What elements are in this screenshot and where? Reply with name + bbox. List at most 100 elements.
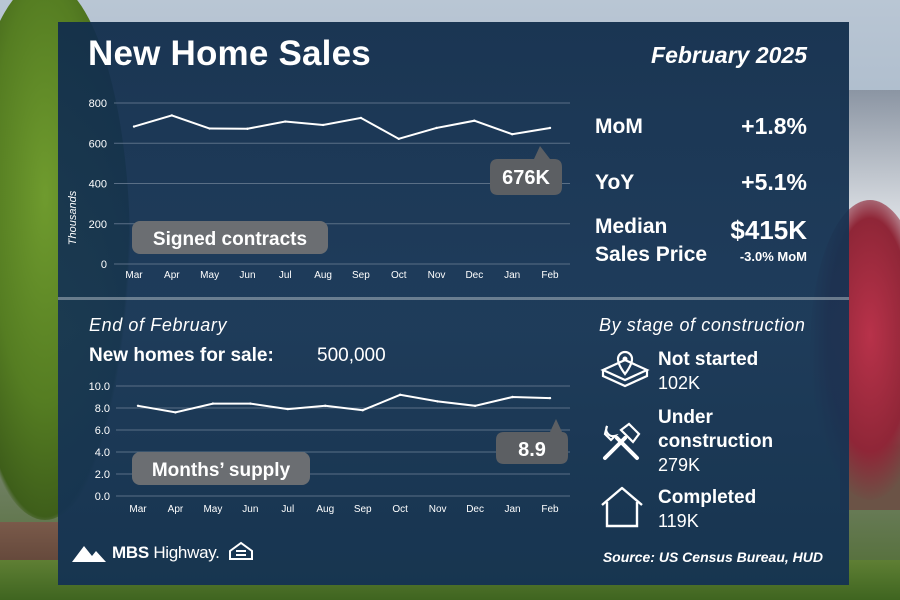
sales-xtick-label: Apr bbox=[164, 270, 180, 281]
sales-xtick-label: Nov bbox=[428, 270, 446, 281]
location-pin-icon bbox=[600, 350, 650, 388]
supply-ytick-label: 0.0 bbox=[95, 491, 110, 503]
stage-under-construction-line2: construction bbox=[658, 431, 774, 452]
supply-xtick-label: Jun bbox=[242, 504, 258, 515]
sales-xtick-label: Jun bbox=[239, 270, 255, 281]
sales-data-point bbox=[132, 125, 136, 128]
median-price-value: $415K bbox=[730, 215, 807, 245]
sales-line-chart: 0 200 400 600 800 Mar Apr May Jun Jul Aug Sep Oct No… bbox=[67, 98, 570, 281]
sales-chart-ylabel: Thousands bbox=[67, 190, 79, 245]
source-note: Source: US Census Bureau, HUD bbox=[602, 549, 823, 565]
median-label-line2: Sales Price bbox=[595, 243, 708, 266]
supply-chart-xticks: Mar Apr May Jun Jul Aug Sep Oct Nov Dec Jan Feb bbox=[129, 504, 559, 515]
supply-data-point bbox=[398, 393, 402, 396]
tools-icon bbox=[603, 422, 641, 460]
mbs-highway-logo: MBS Highway. bbox=[72, 543, 220, 563]
signed-contracts-label: Signed contracts bbox=[132, 221, 328, 254]
mom-label: MoM bbox=[595, 115, 643, 138]
supply-ytick-label: 8.0 bbox=[95, 403, 110, 415]
inventory-value: 500,000 bbox=[317, 345, 386, 366]
supply-xtick-label: Jan bbox=[504, 504, 520, 515]
sales-data-point bbox=[510, 132, 514, 136]
sales-data-point bbox=[397, 137, 400, 141]
stage-not-started-name: Not started bbox=[658, 349, 759, 370]
supply-ytick-label: 10.0 bbox=[89, 381, 110, 393]
sales-data-point bbox=[473, 119, 476, 122]
sales-data-point bbox=[359, 116, 363, 120]
supply-series-line bbox=[137, 393, 551, 414]
sales-xtick-label: Dec bbox=[465, 270, 483, 281]
supply-data-point bbox=[211, 402, 215, 405]
sales-data-point bbox=[208, 127, 211, 130]
sales-chart-xticks: Mar Apr May Jun Jul Aug Sep Oct Nov Dec Jan Feb bbox=[125, 270, 559, 281]
infographic-panel: New Home Sales February 2025 0 200 400 600 8… bbox=[58, 22, 849, 585]
supply-xtick-label: Jul bbox=[281, 504, 294, 515]
supply-data-point bbox=[473, 404, 477, 407]
sales-xtick-label: Sep bbox=[352, 270, 370, 281]
sales-callout: 676K bbox=[490, 146, 562, 195]
supply-ytick-label: 6.0 bbox=[95, 425, 110, 437]
stage-completed-name: Completed bbox=[658, 487, 757, 508]
supply-xtick-label: Aug bbox=[316, 504, 334, 515]
supply-ytick-label: 4.0 bbox=[95, 447, 110, 459]
sales-data-point bbox=[246, 127, 249, 130]
sales-data-point bbox=[548, 126, 552, 130]
mom-value: +1.8% bbox=[741, 113, 807, 139]
sales-ytick-label: 400 bbox=[89, 179, 107, 191]
stage-completed-value: 119K bbox=[658, 511, 699, 531]
sales-ytick-label: 0 bbox=[101, 259, 107, 271]
months-supply-label-text: Months’ supply bbox=[152, 460, 291, 481]
supply-xtick-label: Nov bbox=[429, 504, 447, 515]
supply-xtick-label: May bbox=[203, 504, 222, 515]
supply-data-point bbox=[174, 411, 177, 414]
equal-housing-icon bbox=[229, 541, 253, 560]
sales-xtick-label: Jan bbox=[504, 270, 520, 281]
sales-series-line bbox=[133, 114, 551, 140]
sales-ytick-label: 800 bbox=[89, 98, 107, 110]
sales-chart-yticks: 0 200 400 600 800 bbox=[89, 98, 107, 271]
supply-data-point bbox=[249, 402, 252, 405]
sales-xtick-label: Aug bbox=[314, 270, 332, 281]
stage-under-construction-line1: Under bbox=[658, 407, 713, 428]
page-title: New Home Sales bbox=[88, 34, 371, 73]
mountain-logo-icon bbox=[72, 546, 106, 562]
supply-data-point bbox=[361, 409, 364, 412]
months-supply-label: Months’ supply bbox=[132, 452, 310, 485]
supply-data-point bbox=[286, 407, 290, 411]
sales-xtick-label: Jul bbox=[279, 270, 292, 281]
sales-callout-text: 676K bbox=[502, 167, 550, 189]
supply-data-point bbox=[436, 400, 439, 403]
logo-bold-text: MBS bbox=[112, 543, 149, 562]
supply-xtick-label: Dec bbox=[466, 504, 484, 515]
supply-line-chart: 0.0 2.0 4.0 6.0 8.0 10.0 Mar Apr May Jun Jul Aug Se… bbox=[89, 381, 570, 515]
sales-data-point bbox=[321, 123, 325, 127]
sales-data-point bbox=[435, 126, 438, 130]
yoy-label: YoY bbox=[595, 171, 635, 194]
supply-data-point bbox=[548, 396, 552, 400]
sales-chart-grid bbox=[114, 102, 570, 265]
stage-not-started-value: 102K bbox=[658, 373, 701, 393]
supply-xtick-label: Apr bbox=[168, 504, 184, 515]
sales-ytick-label: 200 bbox=[89, 219, 107, 231]
supply-callout: 8.9 bbox=[496, 419, 568, 464]
median-price-change: -3.0% MoM bbox=[739, 249, 807, 264]
supply-xtick-label: Oct bbox=[392, 504, 408, 515]
inventory-label: New homes for sale: bbox=[89, 345, 274, 366]
median-label-line1: Median bbox=[595, 215, 668, 238]
sales-xtick-label: May bbox=[200, 270, 219, 281]
yoy-value: +5.1% bbox=[741, 169, 807, 195]
sales-ytick-label: 600 bbox=[89, 138, 107, 150]
logo-light-text: Highway. bbox=[153, 543, 220, 562]
supply-ytick-label: 2.0 bbox=[95, 469, 110, 481]
signed-contracts-label-text: Signed contracts bbox=[153, 229, 307, 250]
supply-data-point bbox=[324, 404, 327, 407]
supply-data-point bbox=[136, 404, 140, 407]
section-divider bbox=[58, 297, 849, 300]
stage-under-construction-value: 279K bbox=[658, 455, 701, 475]
sales-xtick-label: Feb bbox=[541, 270, 559, 281]
sales-xtick-label: Mar bbox=[125, 270, 143, 281]
house-icon bbox=[601, 486, 643, 528]
sales-data-point bbox=[284, 120, 287, 123]
sales-xtick-label: Oct bbox=[391, 270, 407, 281]
supply-data-point bbox=[511, 395, 514, 399]
